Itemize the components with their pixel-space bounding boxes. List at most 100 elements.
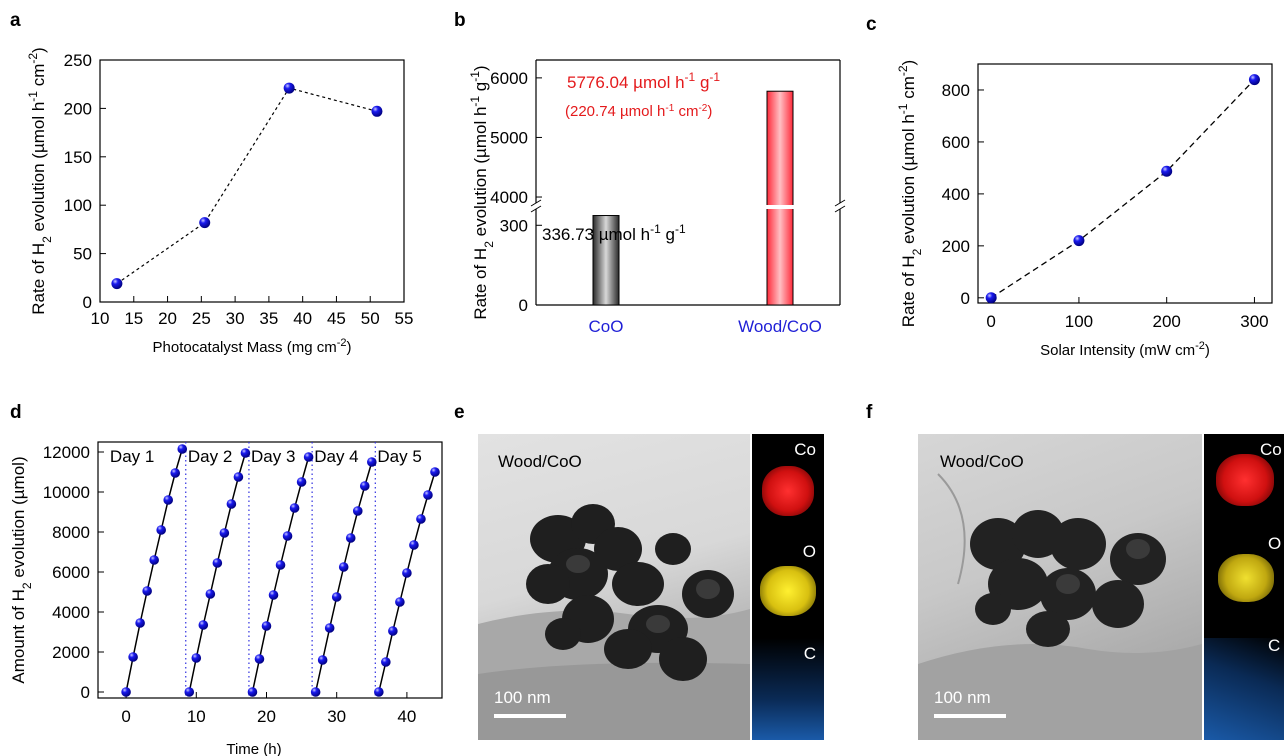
series-label: Day 1: [110, 447, 154, 466]
axis-break-left: [530, 199, 542, 207]
scale-label-f: 100 nm: [934, 688, 991, 707]
chart-d: 0 10 20 30 40 0 2000 4000 6000 8000 10000 12000 Day …: [9, 441, 443, 756]
data-point: [184, 687, 195, 697]
data-point: [430, 467, 440, 477]
y-tick-label: 4000: [490, 188, 528, 207]
x-tick-label: 30: [226, 309, 245, 328]
element-maps-e: Co O C: [752, 434, 824, 740]
data-point: [191, 653, 202, 663]
data-point: [247, 687, 258, 697]
x-tick-label: 55: [395, 309, 414, 328]
series-label: Day 3: [251, 447, 295, 466]
y-tick-label: 2000: [52, 643, 90, 662]
y-tick-label: 0: [961, 289, 970, 308]
annotation-wood-coo: 5776.04 µmol h-1 g-1: [567, 70, 720, 92]
x-category-label: CoO: [589, 317, 624, 336]
data-point: [289, 503, 300, 513]
data-point: [374, 687, 384, 697]
y-tick-label: 6000: [52, 563, 90, 582]
x-tick-label: 10: [187, 707, 206, 726]
chart-a: 10 15 20 25 30 35 40 45 50 55 0 50 100 150 200 250 Photo…: [26, 47, 414, 356]
data-point: [296, 477, 307, 487]
data-point: [985, 292, 997, 304]
data-point: [254, 654, 265, 664]
sample-label-f: Wood/CoO: [940, 452, 1024, 471]
scale-label-e: 100 nm: [494, 688, 551, 707]
data-point: [423, 490, 433, 500]
x-category-label: Wood/CoO: [738, 317, 822, 336]
map-o-f: O: [1204, 533, 1284, 638]
y-tick-label: 800: [942, 81, 970, 100]
x-tick-label: 10: [91, 309, 110, 328]
data-point: [177, 444, 188, 454]
series-line: [990, 79, 1255, 299]
data-point: [371, 105, 383, 117]
data-point: [416, 514, 426, 524]
data-point: [275, 560, 286, 570]
data-point: [128, 652, 138, 662]
map-label-c-f: C: [1268, 635, 1281, 655]
panel-letter-d: d: [10, 402, 22, 423]
data-point: [409, 540, 419, 550]
data-point: [233, 472, 244, 482]
data-point: [156, 525, 166, 535]
y-tick-label: 5000: [490, 128, 528, 147]
y-tick-label: 10000: [43, 483, 90, 502]
panel-letter-c: c: [866, 14, 877, 35]
map-label-co-e: Co: [794, 440, 816, 459]
plot-frame: [97, 441, 443, 699]
data-point: [261, 621, 272, 631]
x-tick-label: 100: [1065, 312, 1093, 331]
y-axis-label: Rate of H2 evolution (µmol h-1 cm-2): [26, 47, 54, 314]
y-tick-label: 200: [942, 237, 970, 256]
x-tick-label: 35: [259, 309, 278, 328]
bar-coo: [592, 215, 620, 306]
data-point: [402, 568, 412, 578]
y-tick-label: 600: [942, 133, 970, 152]
y-tick-label: 0: [83, 293, 92, 312]
y-tick-label: 200: [64, 99, 92, 118]
data-point: [283, 82, 295, 94]
series-label: Day 5: [377, 447, 421, 466]
x-tick-label: 20: [158, 309, 177, 328]
y-tick-label: 300: [500, 216, 528, 235]
axis-break-left: [530, 205, 542, 213]
data-point: [163, 495, 174, 505]
plot-frame: [99, 59, 405, 303]
y-tick-label: 400: [942, 185, 970, 204]
x-axis-label: Time (h): [226, 741, 281, 756]
data-point: [388, 626, 398, 636]
panel-letter-f: f: [866, 402, 873, 423]
x-tick-label: 45: [327, 309, 346, 328]
data-point: [338, 562, 349, 572]
data-point: [1161, 165, 1173, 177]
map-o-e: O: [752, 536, 824, 638]
data-point: [381, 657, 391, 667]
data-point: [1073, 235, 1085, 247]
data-point: [345, 533, 356, 543]
y-axis-label: Rate of H2 evolution (µmol h-1 g-1): [468, 65, 496, 319]
series-line: [116, 87, 378, 285]
chart-c: 0 100 200 300 0 200 400 600 800 Solar Intensity (…: [896, 60, 1273, 359]
axis-break-right: [834, 205, 846, 213]
data-point: [219, 528, 230, 538]
y-tick-label: 0: [81, 683, 90, 702]
data-point: [212, 558, 223, 568]
data-point: [303, 452, 314, 462]
x-axis-label: Solar Intensity (mW cm-2): [1040, 340, 1210, 359]
x-tick-label: 200: [1152, 312, 1180, 331]
series-label: Day 2: [188, 447, 232, 466]
x-tick-label: 30: [327, 707, 346, 726]
chart-b: 0 300 4000 5000 6000 CoO Wood/CoO 336.73 µmol h…: [468, 59, 846, 336]
annotation-coo: 336.73 µmol h-1 g-1: [542, 222, 686, 244]
x-tick-label: 300: [1240, 312, 1268, 331]
scale-bar-e: [494, 714, 566, 718]
sample-label-e: Wood/CoO: [498, 452, 582, 471]
y-tick-label: 12000: [43, 443, 90, 462]
x-tick-label: 50: [361, 309, 380, 328]
y-tick-label: 6000: [490, 69, 528, 88]
panel-letter-e: e: [454, 402, 465, 423]
panel-letter-b: b: [454, 10, 466, 31]
map-label-o-f: O: [1268, 533, 1282, 553]
data-point: [310, 687, 321, 697]
